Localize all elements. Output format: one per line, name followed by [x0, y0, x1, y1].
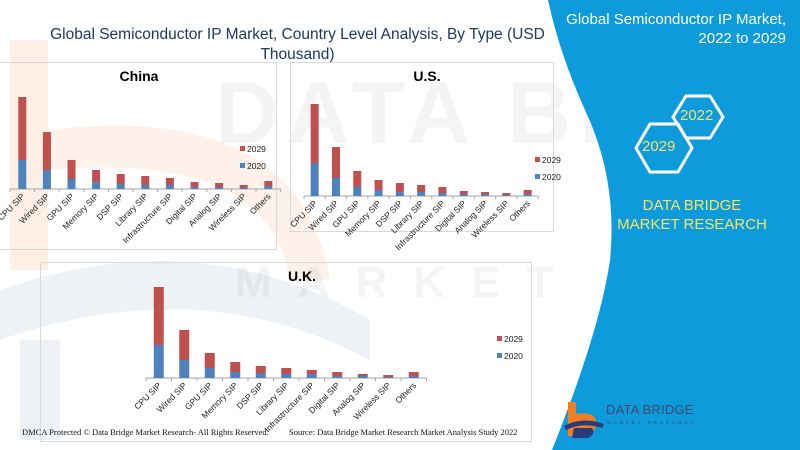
- bar-us-2029-memory-sip: [374, 180, 383, 190]
- bar-china-2020-gpu-sip: [67, 179, 76, 189]
- chart-title-china: China: [120, 68, 159, 84]
- company-logo: DATA BRIDGE MARKET RESEARCH: [562, 400, 702, 440]
- bar-uk-2020-memory-sip: [230, 372, 241, 378]
- bar-china-2029-digital-sip: [190, 182, 199, 187]
- x-tick-label-china: Others: [248, 191, 273, 216]
- bar-uk-2029-digital-sip: [332, 372, 343, 376]
- legend-label-china-2020: 2020: [247, 161, 266, 171]
- bar-us-2029-gpu-sip: [353, 171, 362, 187]
- legend-label-uk-2020: 2020: [504, 351, 523, 361]
- bar-uk-2029-others: [408, 372, 419, 376]
- chart-panel-china: [0, 62, 277, 250]
- bar-uk-2020-library-sip: [281, 374, 292, 378]
- bar-uk-2029-analog-sip: [357, 374, 368, 376]
- legend-label-us-2029: 2029: [542, 155, 561, 165]
- logo-icon: [564, 402, 604, 438]
- bar-china-2020-infrastructure-sip: [165, 185, 174, 189]
- legend-swatch-china-2020: [240, 163, 245, 168]
- bar-us-2029-analog-sip: [481, 192, 490, 194]
- bar-us-2020-wired-sip: [331, 178, 340, 196]
- bar-uk-2029-dsp-sip: [255, 366, 266, 373]
- hex-year-2029: 2029: [642, 138, 676, 155]
- bar-us-2029-cpu-sip: [310, 104, 319, 163]
- bar-china-2029-wireless-sip: [239, 185, 248, 188]
- bar-uk-2029-gpu-sip: [204, 353, 215, 368]
- bar-us-2020-others: [523, 194, 532, 196]
- logo-subtitle: MARKET RESEARCH: [607, 420, 697, 425]
- bar-uk-2020-infrastructure-sip: [306, 374, 317, 378]
- bar-uk-2029-infrastructure-sip: [306, 370, 317, 374]
- bar-us-2020-cpu-sip: [310, 163, 319, 196]
- x-tick-label-us: Others: [507, 198, 532, 223]
- x-tick-label-uk: Others: [393, 380, 418, 405]
- chart-title-us: U.S.: [413, 68, 440, 84]
- bar-us-2020-digital-sip: [459, 194, 468, 196]
- bar-china-2020-library-sip: [141, 185, 150, 189]
- bar-uk-2020-gpu-sip: [204, 368, 215, 378]
- bar-uk-2020-others: [408, 376, 419, 378]
- bar-uk-2029-memory-sip: [230, 362, 241, 372]
- legend-label-uk-2029: 2029: [504, 334, 523, 344]
- bar-china-2029-cpu-sip: [18, 97, 27, 160]
- copyright-notice: DMCA Protected © Data Bridge Market Rese…: [22, 427, 269, 437]
- bar-uk-2020-dsp-sip: [255, 373, 266, 378]
- bar-china-2029-library-sip: [141, 176, 150, 185]
- bar-uk-2029-library-sip: [281, 368, 292, 374]
- brand-name: DATA BRIDGE MARKET RESEARCH: [617, 197, 767, 233]
- legend-swatch-uk-2029: [497, 336, 502, 341]
- bar-uk-2029-wired-sip: [179, 330, 190, 360]
- bar-us-2020-memory-sip: [374, 190, 383, 196]
- source-note: Source: Data Bridge Market Research Mark…: [289, 427, 518, 437]
- legend-swatch-us-2020: [535, 174, 540, 179]
- bar-us-2029-others: [523, 190, 532, 194]
- chart-title-uk: U.K.: [288, 268, 316, 284]
- bar-us-2020-infrastructure-sip: [438, 193, 447, 196]
- bar-china-2029-dsp-sip: [116, 174, 125, 184]
- bar-china-2020-memory-sip: [92, 182, 101, 189]
- bar-china-2029-memory-sip: [92, 170, 101, 182]
- bar-us-2020-dsp-sip: [395, 192, 404, 196]
- bar-china-2029-others: [264, 181, 273, 186]
- bar-uk-2020-analog-sip: [357, 376, 368, 378]
- bar-us-2029-wired-sip: [331, 147, 340, 178]
- side-panel-title: Global Semiconductor IP Market, 2022 to …: [566, 11, 786, 47]
- bar-us-2020-wireless-sip: [502, 195, 511, 196]
- bar-china-2020-analog-sip: [215, 187, 224, 189]
- bar-us-2020-gpu-sip: [353, 187, 362, 196]
- legend-label-us-2020: 2020: [542, 172, 561, 182]
- bar-uk-2029-wireless-sip: [383, 375, 394, 377]
- bar-us-2029-infrastructure-sip: [438, 187, 447, 193]
- legend-swatch-us-2029: [535, 157, 540, 162]
- bar-us-2029-wireless-sip: [502, 193, 511, 195]
- bar-china-2020-digital-sip: [190, 187, 199, 189]
- bar-uk-2020-digital-sip: [332, 376, 343, 378]
- bar-us-2020-library-sip: [417, 192, 426, 196]
- bar-china-2029-infrastructure-sip: [165, 178, 174, 185]
- bar-uk-2029-cpu-sip: [153, 287, 164, 345]
- legend-swatch-china-2029: [240, 146, 245, 151]
- bar-china-2020-wireless-sip: [239, 187, 248, 189]
- bar-china-2020-wired-sip: [42, 170, 51, 189]
- bar-us-2029-library-sip: [417, 185, 426, 192]
- legend-swatch-uk-2020: [497, 353, 502, 358]
- bar-us-2029-digital-sip: [459, 191, 468, 194]
- legend-label-china-2029: 2029: [247, 144, 266, 154]
- bar-uk-2020-wireless-sip: [383, 377, 394, 378]
- page-title: Global Semiconductor IP Market, Country …: [50, 26, 545, 63]
- chart-panel-uk: [40, 262, 532, 442]
- bar-us-2020-analog-sip: [481, 194, 490, 196]
- bar-china-2029-gpu-sip: [67, 160, 76, 179]
- logo-name: DATA BRIDGE: [606, 402, 694, 417]
- bar-china-2029-wired-sip: [42, 132, 51, 170]
- bar-china-2020-cpu-sip: [18, 160, 27, 189]
- bar-china-2020-others: [264, 186, 273, 189]
- bar-china-2029-analog-sip: [215, 183, 224, 187]
- bar-china-2020-dsp-sip: [116, 184, 125, 189]
- bar-us-2029-dsp-sip: [395, 183, 404, 192]
- hex-year-2022: 2022: [680, 107, 714, 124]
- bar-uk-2020-wired-sip: [179, 360, 190, 378]
- bar-uk-2020-cpu-sip: [153, 345, 164, 378]
